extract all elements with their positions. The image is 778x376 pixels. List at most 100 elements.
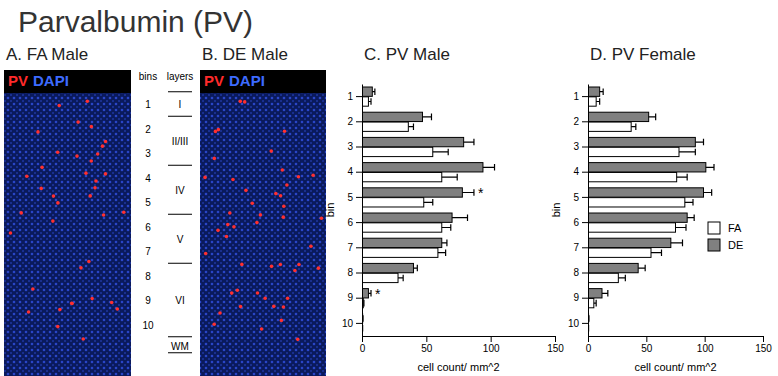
pv-cell [238,100,242,104]
error-bar [695,139,703,146]
tick-mark [356,121,362,122]
bar [588,137,695,146]
pv-cell [204,252,208,256]
pv-cell [101,144,105,148]
figure-title: Parvalbumin (PV) [18,5,253,38]
tick: 4 [347,166,362,177]
pv-cell [51,219,55,223]
tick-mark [426,336,427,342]
pv-cell [281,215,285,219]
tick-label: 4 [573,166,579,177]
pv-cell [58,308,62,312]
tick: 1 [573,91,588,102]
panel-label: B. DE Male [202,45,288,64]
bar [588,188,704,197]
tick-label: 10 [568,318,580,329]
pv-cell [110,301,114,305]
bin-number: 6 [145,222,151,233]
pv-cell [239,305,243,309]
tick: 8 [573,267,588,278]
legend-swatch [708,222,720,234]
pv-cell [56,201,60,205]
pv-cell [96,152,100,156]
error-bar [398,275,403,282]
panel-label: A. FA Male [6,45,88,64]
pv-cell [272,305,276,309]
bar [588,112,649,121]
tick-mark [582,247,588,248]
error-bar [452,214,467,221]
pv-cell [86,100,90,104]
pv-cell [87,260,91,264]
bin-legend: binslayers12345678910III/IIIIVVVIWM [139,71,194,353]
x-axis: 050100150 [586,336,773,354]
image-tissue [4,93,131,376]
bar [362,188,462,197]
tick-mark [356,197,362,198]
pv-cell [216,229,220,233]
tick-label: 10 [342,318,354,329]
pv-cell [311,173,315,177]
tick: 9 [573,292,588,303]
error-bar [679,149,695,156]
error-bar [631,123,636,130]
bin-number: 3 [145,148,151,159]
tick-mark [582,121,588,122]
error-bar [413,265,417,272]
pv-cell [213,157,217,161]
error-bar [408,123,413,130]
pv-cell [56,325,60,329]
error-bar [464,139,474,146]
pv-cell [240,263,244,267]
tick-label: 7 [573,242,579,253]
error-bar [433,149,448,156]
tick: 1 [347,91,362,102]
y-axis: 12345678910 [342,85,363,337]
pv-cell [218,311,222,315]
tick-mark [582,273,588,274]
tick-label: 0 [360,343,366,354]
bin-number: 7 [145,246,151,257]
bar [588,97,596,106]
axis-line [363,336,556,337]
pv-cell [228,211,232,215]
tick: 5 [573,192,588,203]
bar [588,263,638,272]
layer-label: V [177,234,184,245]
tick: 10 [568,318,588,329]
legend: FADE [708,222,743,251]
pv-cell [9,231,13,235]
tick-mark [588,336,589,342]
tick: 2 [347,116,362,127]
pv-cell [263,296,267,300]
bar [588,273,618,282]
pv-cell [250,201,254,205]
tick-label: 7 [347,242,353,253]
bar [362,147,433,156]
bar [362,112,422,121]
pv-cell [40,166,44,170]
bar [362,223,442,232]
bin-number: 4 [145,173,151,184]
error-bar [438,249,446,256]
chart: C. PV Male05010015012345678910cell count… [324,45,564,373]
tick: 7 [347,242,362,253]
bin-number: 10 [142,320,154,331]
pv-cell [75,154,79,158]
tick-mark [356,247,362,248]
image-background [4,70,131,376]
tick-label: 50 [421,343,433,354]
tick-label: 1 [573,91,579,102]
layer-boundary [168,165,192,166]
bar [362,163,483,172]
error-bar [422,114,431,121]
layer-boundary [168,352,192,353]
layer-label: I [179,99,182,110]
tick-mark [356,298,362,299]
pv-cell [93,186,97,190]
tick: 50 [421,336,433,354]
pv-cell [281,168,285,172]
layer-boundary [168,263,192,264]
tick-mark [582,323,588,324]
pv-cell [116,307,120,311]
